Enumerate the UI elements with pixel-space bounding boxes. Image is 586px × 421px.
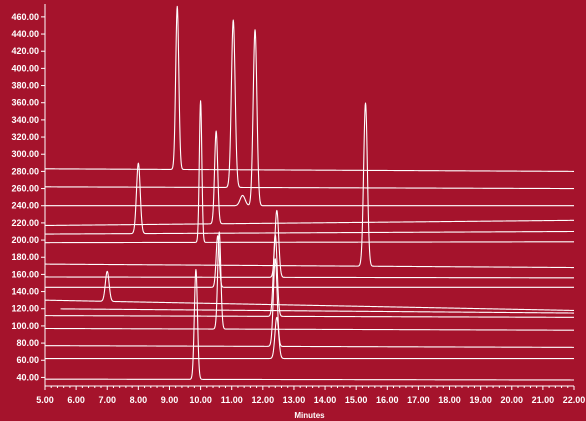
chromatogram-trace — [44, 268, 575, 381]
x-tick-label: 12.00 — [252, 395, 275, 405]
x-ticks-group: 5.00 6.00 7.00 8.00 9.00 10.00 11.00 12.00 13.00… — [36, 386, 585, 405]
x-tick-label: 17.00 — [407, 395, 430, 405]
x-tick-label: 8.00 — [130, 395, 148, 405]
x-tick-label: 18.00 — [438, 395, 461, 405]
y-tick-label: 320.00 — [11, 132, 39, 142]
y-tick-label: 280.00 — [11, 166, 39, 176]
y-tick-label: 340.00 — [11, 115, 39, 125]
y-tick-label: 440.00 — [11, 29, 39, 39]
x-tick-label: 11.00 — [221, 395, 243, 405]
chromatogram-trace — [44, 209, 575, 279]
y-tick-label: 60.00 — [16, 355, 39, 365]
y-tick-label: 240.00 — [11, 201, 39, 211]
y-tick-label: 300.00 — [11, 149, 39, 159]
y-tick-label: 180.00 — [11, 252, 39, 262]
y-tick-label: 260.00 — [11, 184, 39, 194]
y-tick-label: 360.00 — [11, 98, 39, 108]
x-tick-label: 19.00 — [469, 395, 492, 405]
chromatogram-trace — [44, 234, 575, 318]
y-tick-label: 100.00 — [11, 321, 39, 331]
y-tick-label: 200.00 — [11, 235, 39, 245]
chromatogram-trace — [44, 162, 575, 235]
x-tick-label: 7.00 — [98, 395, 116, 405]
x-tick-label: 10.00 — [189, 395, 212, 405]
axes-group — [44, 4, 574, 387]
x-tick-label: 6.00 — [67, 395, 85, 405]
y-tick-label: 40.00 — [16, 372, 39, 382]
y-tick-label: 140.00 — [11, 287, 39, 297]
x-tick-label: 9.00 — [161, 395, 179, 405]
chromatogram-trace — [44, 231, 575, 331]
chromatogram-trace — [44, 19, 575, 190]
chromatogram-trace — [44, 102, 575, 269]
traces-group — [44, 5, 575, 381]
x-tick-label: 22.00 — [563, 395, 586, 405]
x-tick-label: 15.00 — [345, 395, 368, 405]
x-tick-label: 21.00 — [532, 395, 555, 405]
x-axis-title: Minutes — [294, 411, 325, 420]
x-tick-label: 13.00 — [283, 395, 306, 405]
y-tick-label: 380.00 — [11, 81, 39, 91]
x-tick-label: 16.00 — [376, 395, 399, 405]
y-ticks-group: 40.00 60.00 80.00 100.00 120.00 140.00 160.00 1… — [11, 12, 45, 382]
x-tick-label: 20.00 — [500, 395, 523, 405]
y-tick-label: 420.00 — [11, 46, 39, 56]
chromatogram-trace — [44, 235, 575, 288]
chromatogram-trace — [44, 316, 575, 360]
chromatogram-trace — [44, 258, 575, 348]
y-tick-label: 160.00 — [11, 269, 39, 279]
chromatogram-trace — [44, 270, 575, 312]
chromatogram-trace — [44, 100, 575, 244]
y-tick-label: 460.00 — [11, 12, 39, 22]
y-tick-label: 80.00 — [16, 338, 39, 348]
chromatogram-trace — [44, 130, 575, 227]
x-tick-label: 14.00 — [314, 395, 337, 405]
chromatogram-trace — [60, 308, 575, 314]
chromatogram-trace — [44, 5, 575, 172]
y-tick-label: 220.00 — [11, 218, 39, 228]
chromatogram-trace — [44, 29, 575, 207]
y-tick-label: 120.00 — [11, 304, 39, 314]
y-tick-label: 400.00 — [11, 63, 39, 73]
x-tick-label: 5.00 — [36, 395, 54, 405]
